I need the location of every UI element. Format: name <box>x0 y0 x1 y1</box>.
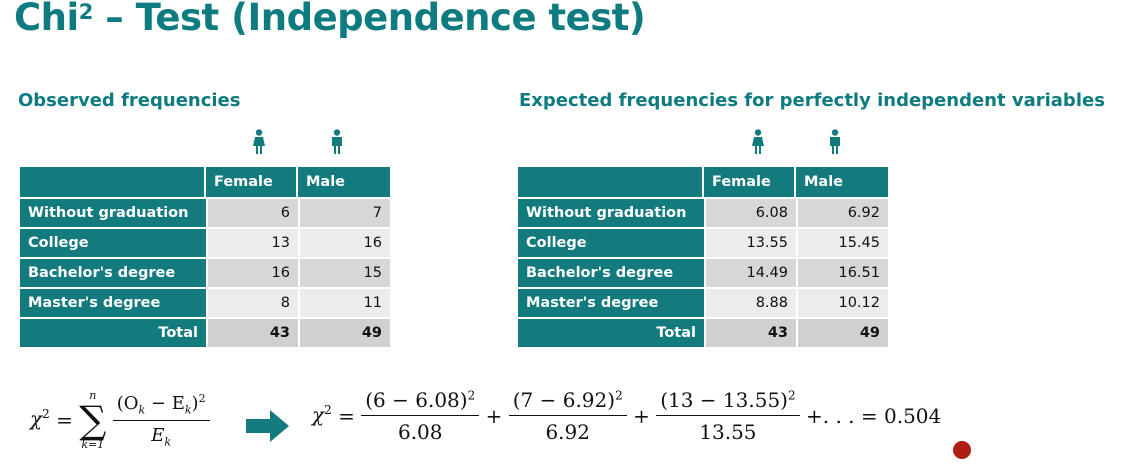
denominator: Ek <box>112 419 210 448</box>
term-fraction: (6 − 6.08)2 6.08 <box>361 388 480 444</box>
observed-heading: Observed frequencies <box>18 90 241 111</box>
table-row: Without graduation 6 7 <box>20 197 390 227</box>
row-label: Without graduation <box>518 197 704 227</box>
cell-female: 13.55 <box>704 227 796 257</box>
table-row: Bachelor's degree 14.49 16.51 <box>518 257 888 287</box>
sigma-icon: ∑ <box>79 398 107 442</box>
table-header-row: Female Male <box>518 167 888 197</box>
chi-square-applied-formula: χ2 = (6 − 6.08)2 6.08 + (7 − 6.92)2 6.92… <box>312 388 942 444</box>
column-header-female: Female <box>704 167 796 197</box>
cell-male: 7 <box>298 197 390 227</box>
total-label: Total <box>20 317 206 347</box>
cell-male: 10.12 <box>796 287 888 317</box>
total-label: Total <box>518 317 704 347</box>
row-label: Master's degree <box>20 287 206 317</box>
female-person-icon <box>253 129 265 154</box>
row-label: Without graduation <box>20 197 206 227</box>
cell-female: 6.08 <box>704 197 796 227</box>
total-female: 43 <box>206 317 298 347</box>
cell-male: 6.92 <box>796 197 888 227</box>
numerator: (Ok − Ek)2 <box>116 391 206 417</box>
cell-male: 16.51 <box>796 257 888 287</box>
cell-female: 6 <box>206 197 298 227</box>
cell-male: 15 <box>298 257 390 287</box>
chi-symbol: χ <box>312 402 325 427</box>
cell-male: 11 <box>298 287 390 317</box>
exponent: 2 <box>42 406 50 421</box>
observed-table: Female Male Without graduation 6 7 Colle… <box>20 167 390 347</box>
chi-square-general-formula: χ2 = n ∑ k=1 (Ok − Ek)2 Ek <box>30 390 210 450</box>
row-label: Bachelor's degree <box>20 257 206 287</box>
denominator: 6.08 <box>361 415 480 444</box>
numerator: (13 − 13.55)2 <box>660 388 796 412</box>
table-row: Master's degree 8 11 <box>20 287 390 317</box>
cell-male: 15.45 <box>796 227 888 257</box>
chi-symbol: χ <box>30 406 43 431</box>
cursor-dot <box>953 441 971 459</box>
corner-cell <box>20 167 206 197</box>
right-arrow-icon <box>246 410 289 442</box>
table-row: Master's degree 8.88 10.12 <box>518 287 888 317</box>
expected-heading: Expected frequencies for perfectly indep… <box>519 90 1105 111</box>
table-row: College 13.55 15.45 <box>518 227 888 257</box>
formula-result: +. . . = 0.504 <box>805 404 942 428</box>
row-label: Master's degree <box>518 287 704 317</box>
expected-table: Female Male Without graduation 6.08 6.92… <box>518 167 888 347</box>
term-fraction: (7 − 6.92)2 6.92 <box>508 388 627 444</box>
cell-male: 16 <box>298 227 390 257</box>
corner-cell <box>518 167 704 197</box>
cell-female: 8.88 <box>704 287 796 317</box>
total-row: Total 43 49 <box>518 317 888 347</box>
total-row: Total 43 49 <box>20 317 390 347</box>
row-label: College <box>20 227 206 257</box>
cell-female: 13 <box>206 227 298 257</box>
cell-female: 14.49 <box>704 257 796 287</box>
column-header-female: Female <box>206 167 298 197</box>
cell-female: 8 <box>206 287 298 317</box>
exponent: 2 <box>324 402 332 417</box>
denominator: 13.55 <box>656 415 800 444</box>
denominator: 6.92 <box>508 415 627 444</box>
numerator: (7 − 6.92)2 <box>512 388 623 412</box>
column-header-male: Male <box>796 167 888 197</box>
term-fraction: (13 − 13.55)2 13.55 <box>656 388 800 444</box>
column-header-male: Male <box>298 167 390 197</box>
male-person-icon <box>830 129 840 154</box>
male-person-icon <box>332 129 342 154</box>
total-male: 49 <box>796 317 888 347</box>
table-row: Without graduation 6.08 6.92 <box>518 197 888 227</box>
table-header-row: Female Male <box>20 167 390 197</box>
summation: n ∑ k=1 <box>79 390 106 450</box>
total-male: 49 <box>298 317 390 347</box>
row-label: College <box>518 227 704 257</box>
sum-lower-limit: k=1 <box>81 438 105 451</box>
total-female: 43 <box>704 317 796 347</box>
general-fraction: (Ok − Ek)2 Ek <box>112 391 210 448</box>
table-row: College 13 16 <box>20 227 390 257</box>
page-title: Chi2 – Test (Independence test) <box>14 0 646 39</box>
numerator: (6 − 6.08)2 <box>365 388 476 412</box>
table-row: Bachelor's degree 16 15 <box>20 257 390 287</box>
female-person-icon <box>752 129 764 154</box>
cell-female: 16 <box>206 257 298 287</box>
sum-upper-limit: n <box>89 389 97 402</box>
row-label: Bachelor's degree <box>518 257 704 287</box>
